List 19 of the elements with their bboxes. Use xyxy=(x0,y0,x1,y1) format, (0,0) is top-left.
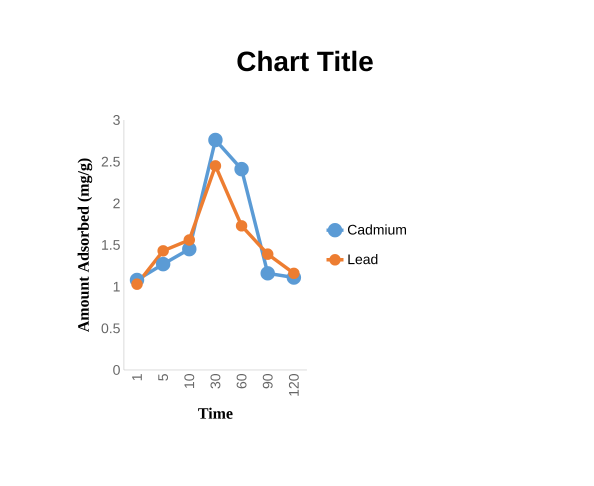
y-tick-label: 0.5 xyxy=(102,323,120,334)
y-tick-label: 1.5 xyxy=(102,240,120,250)
x-tick-label: 5 xyxy=(158,374,168,381)
x-tick-label: 90 xyxy=(262,374,273,388)
y-tick-label: 0 xyxy=(113,365,120,375)
chart-title: Chart Title xyxy=(237,50,373,72)
x-tick-label: 60 xyxy=(236,374,247,388)
x-axis-title: Time xyxy=(198,408,233,419)
y-tick-label: 2 xyxy=(113,198,120,208)
x-tick-label: 30 xyxy=(210,374,220,388)
y-tick-label: 3 xyxy=(113,115,120,125)
y-axis-title: Amount Adsorbed (mg/g) xyxy=(78,158,92,332)
legend-label: Lead xyxy=(348,254,378,264)
legend-label: Cadmium xyxy=(348,224,406,235)
x-tick-label: 120 xyxy=(288,374,299,396)
y-tick-label: 1 xyxy=(114,282,120,292)
y-tick-label: 2.5 xyxy=(102,156,120,167)
x-tick-label: 1 xyxy=(132,374,142,380)
x-tick-label: 10 xyxy=(184,374,194,388)
